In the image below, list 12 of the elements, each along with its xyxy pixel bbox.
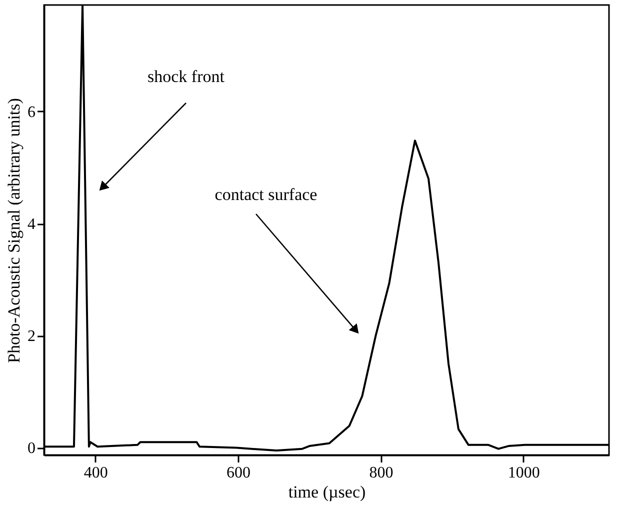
- x-axis-title: time (µsec): [288, 482, 366, 502]
- x-tick-label: 1000: [508, 464, 540, 482]
- y-tick-label: 6: [28, 104, 36, 121]
- x-tick-label: 800: [369, 464, 394, 482]
- y-tick-label: 2: [28, 328, 36, 346]
- x-tick-label: 400: [84, 464, 108, 482]
- y-tick-label: 4: [28, 216, 36, 234]
- y-tick-label: 0: [28, 440, 36, 458]
- annotation: shock front: [148, 67, 225, 86]
- x-tick-label: 600: [226, 464, 251, 482]
- annotation: contact surface: [214, 185, 318, 204]
- y-axis-title: Photo-Acoustic Signal (arbitrary units): [4, 98, 24, 363]
